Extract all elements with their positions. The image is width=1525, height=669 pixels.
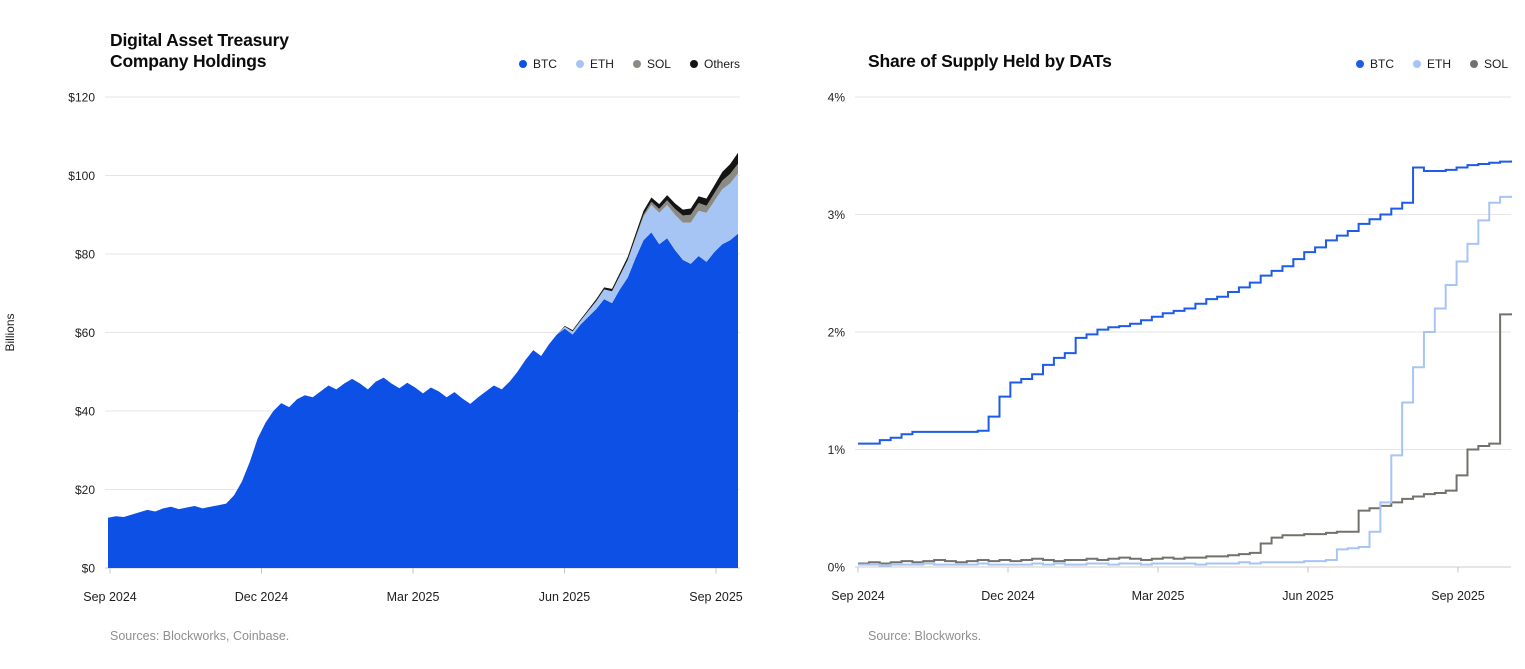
series-btc-line — [858, 160, 1512, 445]
legend-item-eth: ETH — [1412, 57, 1451, 71]
legend-dot-icon — [575, 60, 584, 68]
source-note-holdings: Sources: Blockworks, Coinbase. — [110, 629, 290, 643]
x-tick-label: Sep 2025 — [1431, 589, 1485, 603]
legend-dot-icon — [1412, 60, 1421, 68]
panel-share: 0% 1% 2% 3% 4% Sep 2024 Dec 2024 Mar 2025 Jun 20… — [763, 0, 1525, 669]
source-note-share: Source: Blockworks. — [868, 629, 982, 643]
x-axis-labels: Sep 2024 Dec 2024 Mar 2025 Jun 2025 Sep 2025 — [83, 568, 743, 604]
y-tick-label: 2% — [828, 326, 846, 340]
panel-holdings: $0 $20 $40 $60 $80 $100 $120 Sep 2024 Dec 2024 Ma… — [0, 0, 762, 669]
y-tick-label: $40 — [75, 405, 95, 419]
y-tick-label: $120 — [68, 91, 95, 105]
legend-label: ETH — [1426, 57, 1451, 71]
share-plot: 0% 1% 2% 3% 4% Sep 2024 Dec 2024 Mar 2025 Jun 20… — [828, 91, 1512, 603]
legend-dot-icon — [1469, 60, 1478, 68]
legend-dot-icon — [632, 60, 641, 68]
y-tick-label: 3% — [828, 208, 846, 222]
chart-title-holdings: Digital Asset Treasury Company Holdings — [110, 30, 289, 71]
legend-label: SOL — [646, 57, 671, 71]
x-tick-label: Mar 2025 — [1132, 589, 1185, 603]
legend-item-eth: ETH — [575, 57, 614, 71]
legend-label: ETH — [589, 57, 614, 71]
y-axis-title: Billions — [3, 313, 17, 351]
x-tick-label: Sep 2025 — [689, 590, 743, 604]
legend-item-btc: BTC — [1355, 57, 1394, 71]
x-tick-label: Sep 2024 — [831, 589, 885, 603]
legend-dot-icon — [1355, 60, 1364, 68]
y-tick-label: $60 — [75, 326, 95, 340]
chart-title-share: Share of Supply Held by DATs — [868, 51, 1112, 71]
x-tick-label: Jun 2025 — [539, 590, 590, 604]
x-tick-label: Jun 2025 — [1282, 589, 1333, 603]
x-tick-label: Dec 2024 — [981, 589, 1035, 603]
series-btc — [108, 232, 738, 568]
x-tick-label: Mar 2025 — [387, 590, 440, 604]
legend-label: Others — [703, 57, 740, 71]
y-tick-label: 1% — [828, 443, 846, 457]
legend-dot-icon — [689, 60, 698, 68]
y-axis-labels: $0 $20 $40 $60 $80 $100 $120 — [68, 91, 95, 576]
legend-holdings: BTC ETH SOL Others — [518, 57, 740, 71]
legend-dot-icon — [518, 60, 527, 68]
legend-item-sol: SOL — [1469, 57, 1508, 71]
legend-item-others: Others — [689, 57, 740, 71]
legend-label: BTC — [532, 57, 557, 71]
legend-item-btc: BTC — [518, 57, 557, 71]
y-tick-label: 4% — [828, 91, 846, 105]
y-axis-labels: 0% 1% 2% 3% 4% — [828, 91, 846, 575]
y-tick-label: $20 — [75, 483, 95, 497]
series-sol-line — [858, 313, 1512, 565]
holdings-plot: $0 $20 $40 $60 $80 $100 $120 Sep 2024 Dec 2024 Ma… — [3, 91, 743, 605]
legend-label: BTC — [1369, 57, 1394, 71]
legend-share: BTC ETH SOL — [1355, 57, 1508, 71]
series-eth-line — [858, 195, 1512, 567]
y-tick-label: 0% — [828, 561, 846, 575]
series-group — [858, 160, 1512, 567]
legend-item-sol: SOL — [632, 57, 671, 71]
series-group — [108, 152, 738, 568]
x-axis-labels: Sep 2024 Dec 2024 Mar 2025 Jun 2025 Sep 2025 — [831, 567, 1485, 603]
x-tick-label: Sep 2024 — [83, 590, 137, 604]
x-tick-label: Dec 2024 — [235, 590, 289, 604]
y-tick-label: $100 — [68, 169, 95, 183]
y-tick-label: $80 — [75, 248, 95, 262]
legend-label: SOL — [1483, 57, 1508, 71]
y-tick-label: $0 — [82, 562, 96, 576]
